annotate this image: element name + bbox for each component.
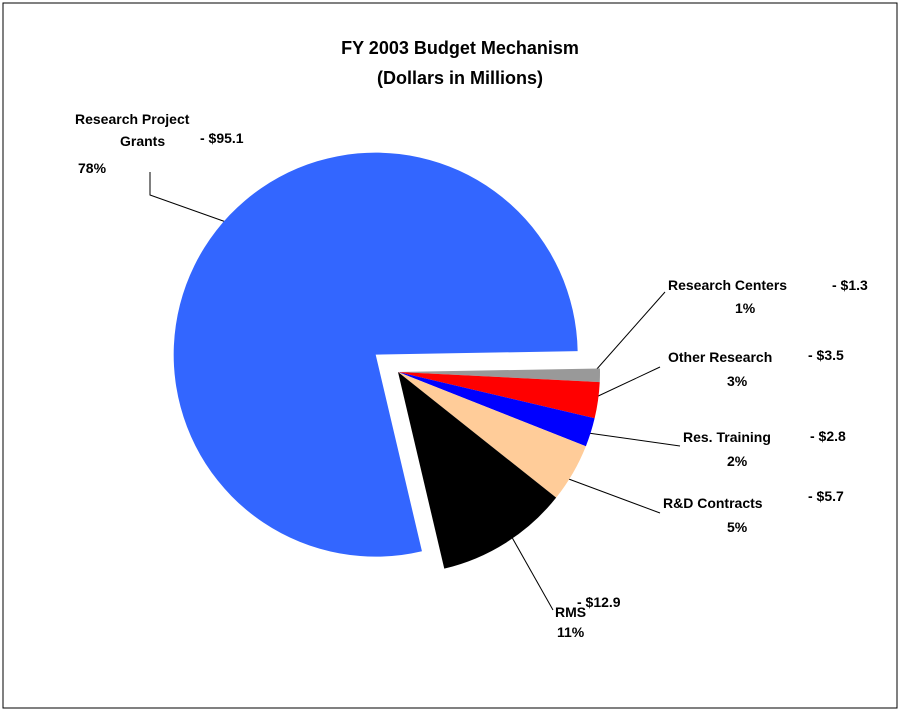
pie-slice — [398, 372, 595, 447]
pie-slice — [398, 372, 586, 498]
slice-label: Res. Training — [683, 429, 771, 445]
value-label: - $12.9 — [577, 594, 621, 610]
percent-label: 3% — [727, 373, 748, 389]
percent-label: 11% — [557, 624, 585, 640]
value-label: - $2.8 — [810, 428, 846, 444]
slice-label: Other Research — [668, 349, 772, 365]
leader-line — [587, 432, 681, 447]
percent-label: 78% — [78, 160, 107, 176]
leader-line — [593, 366, 661, 399]
leader-line — [565, 477, 661, 514]
slice-label: Research Centers — [668, 277, 787, 293]
percent-label: 5% — [727, 519, 748, 535]
leader-line — [595, 291, 666, 371]
chart-title: FY 2003 Budget Mechanism — [341, 38, 579, 58]
value-label: - $95.1 — [200, 130, 244, 146]
pie-slice — [398, 372, 557, 569]
slice-label: RMS — [555, 604, 586, 620]
slice-label: Research Project Grants — [75, 111, 190, 149]
value-label: - $1.3 — [832, 277, 868, 293]
pie-slice — [398, 368, 600, 383]
pie-slice — [398, 372, 600, 419]
percent-label: 2% — [727, 453, 748, 469]
chart-subtitle: (Dollars in Millions) — [377, 68, 543, 88]
value-label: - $3.5 — [808, 347, 844, 363]
leader-line — [149, 172, 227, 223]
value-label: - $5.7 — [808, 488, 844, 504]
pie-slice — [173, 152, 578, 557]
leader-line — [504, 524, 554, 611]
percent-label: 1% — [735, 300, 756, 316]
slice-label: R&D Contracts — [663, 495, 763, 511]
frame — [2, 2, 898, 709]
